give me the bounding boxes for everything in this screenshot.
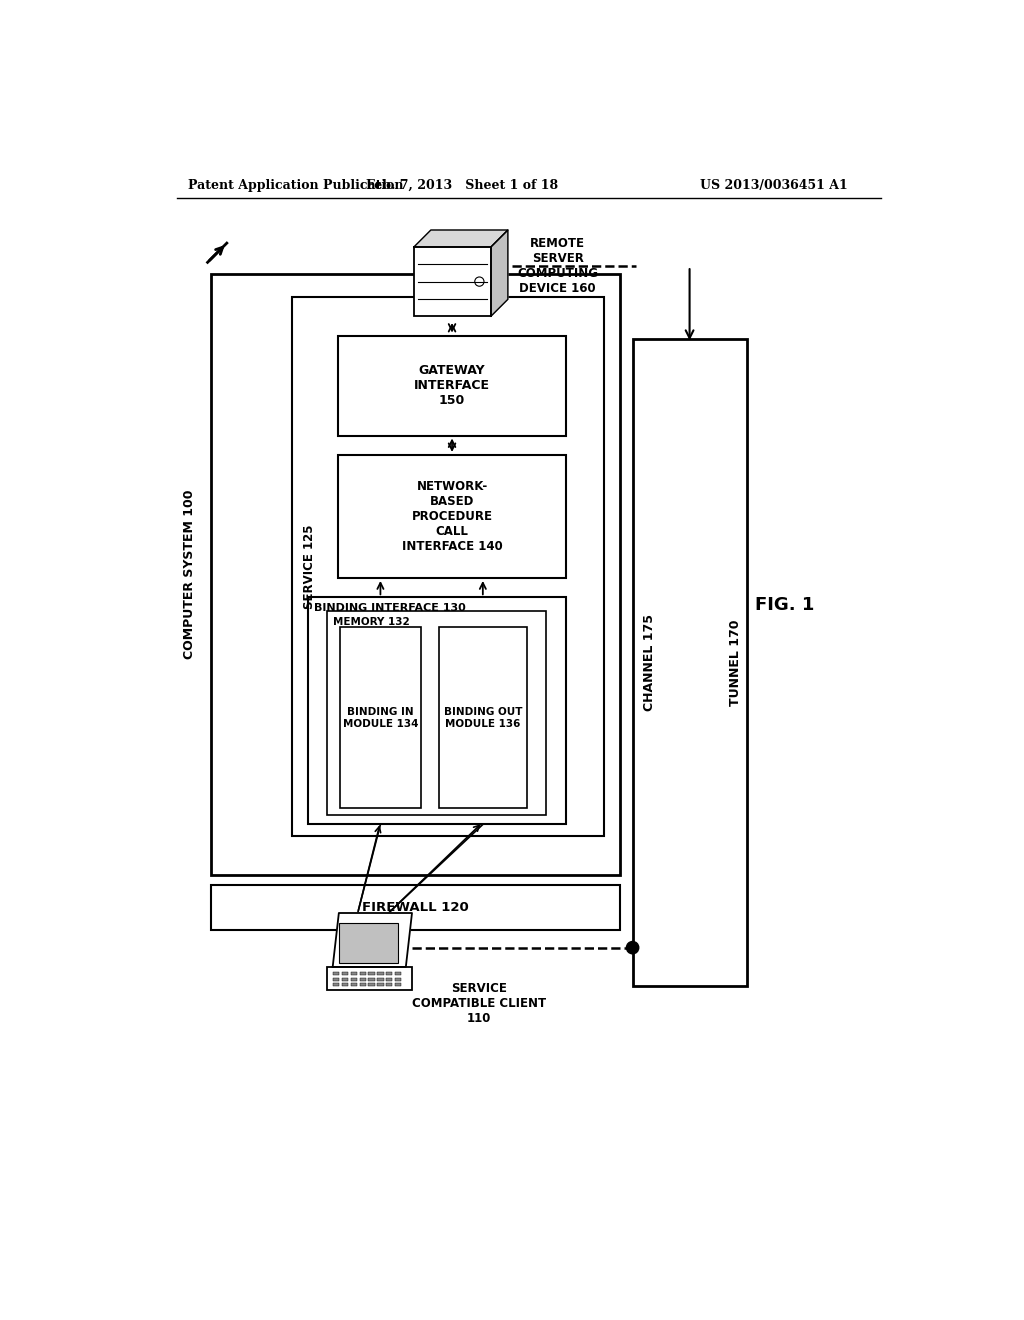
Text: TUNNEL 170: TUNNEL 170 (728, 619, 741, 706)
Bar (386, 978, 392, 981)
Circle shape (627, 941, 639, 954)
Text: SERVICE
COMPATIBLE CLIENT
110: SERVICE COMPATIBLE CLIENT 110 (412, 982, 546, 1026)
Bar (340, 627, 421, 808)
Bar (395, 973, 401, 975)
Text: REMOTE
SERVER
COMPUTING
DEVICE 160: REMOTE SERVER COMPUTING DEVICE 160 (517, 238, 598, 296)
Bar (339, 335, 565, 436)
Bar (378, 983, 384, 986)
Text: BINDING IN
MODULE 134: BINDING IN MODULE 134 (343, 708, 418, 729)
Bar (395, 983, 401, 986)
Bar (342, 983, 348, 986)
Bar (438, 627, 527, 808)
Text: Patent Application Publication: Patent Application Publication (188, 178, 403, 191)
Text: CHANNEL 175: CHANNEL 175 (643, 614, 656, 711)
Text: US 2013/0036451 A1: US 2013/0036451 A1 (700, 178, 848, 191)
Bar (369, 973, 375, 975)
Text: FIG. 1: FIG. 1 (756, 597, 815, 614)
Bar (342, 978, 348, 981)
Bar (359, 983, 366, 986)
Text: FIREWALL 120: FIREWALL 120 (362, 902, 469, 915)
Bar (386, 973, 392, 975)
Bar (378, 973, 384, 975)
Text: MEMORY 132: MEMORY 132 (333, 618, 410, 627)
Bar (292, 297, 604, 836)
Bar (359, 978, 366, 981)
Text: NETWORK-
BASED
PROCEDURE
CALL
INTERFACE 140: NETWORK- BASED PROCEDURE CALL INTERFACE … (401, 480, 503, 553)
Bar (342, 973, 348, 975)
Bar (211, 275, 620, 875)
Bar (395, 978, 401, 981)
Text: COMPUTER SYSTEM 100: COMPUTER SYSTEM 100 (183, 490, 196, 659)
Text: Feb. 7, 2013   Sheet 1 of 18: Feb. 7, 2013 Sheet 1 of 18 (366, 178, 558, 191)
Polygon shape (490, 230, 508, 317)
Bar (333, 978, 339, 981)
Bar (327, 611, 547, 816)
Bar (327, 966, 412, 990)
Text: SERVICE 125: SERVICE 125 (303, 524, 316, 609)
Bar (633, 339, 746, 986)
Bar (333, 983, 339, 986)
Polygon shape (414, 230, 508, 247)
Bar (359, 973, 366, 975)
Bar (369, 978, 375, 981)
Bar (351, 983, 357, 986)
Bar (369, 983, 375, 986)
Bar (378, 978, 384, 981)
Text: BINDING OUT
MODULE 136: BINDING OUT MODULE 136 (443, 708, 522, 729)
Bar (211, 886, 620, 929)
Bar (339, 923, 398, 964)
Bar (386, 983, 392, 986)
Bar (351, 978, 357, 981)
Bar (414, 247, 490, 317)
Text: GATEWAY
INTERFACE
150: GATEWAY INTERFACE 150 (414, 364, 490, 407)
Bar (351, 973, 357, 975)
Bar (307, 597, 565, 825)
Text: BINDING INTERFACE 130: BINDING INTERFACE 130 (313, 603, 466, 614)
Bar (333, 973, 339, 975)
Polygon shape (333, 913, 412, 966)
Bar (339, 455, 565, 578)
